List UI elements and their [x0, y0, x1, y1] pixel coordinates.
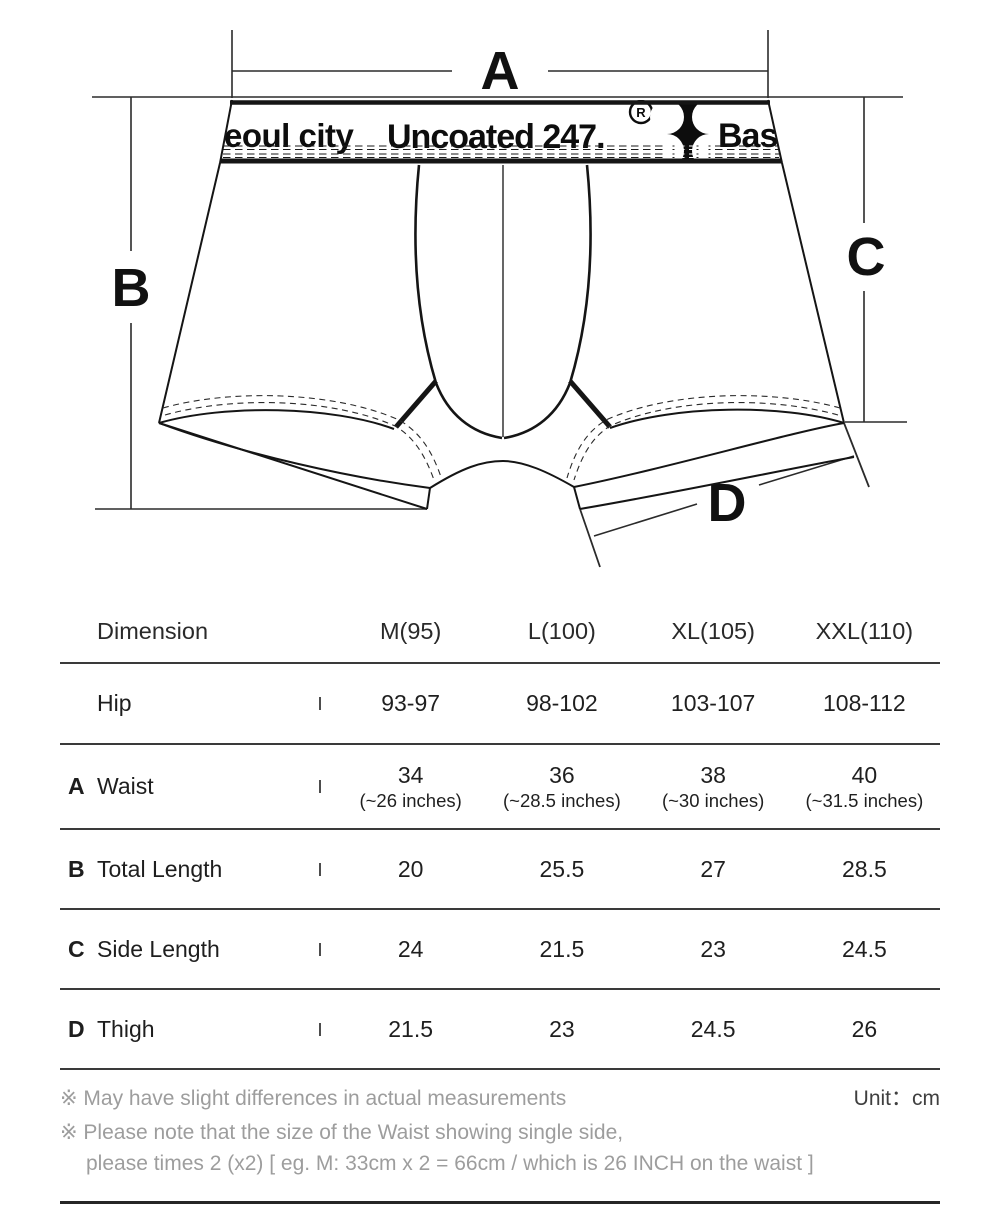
column-header-size-l: L(100) [527, 617, 596, 644]
footnotes: ※ May have slight differences in actual … [60, 1084, 940, 1179]
dim-d-ext-right [843, 422, 870, 488]
separator-tick [319, 1022, 321, 1036]
table-header-row: Dimension M(95) L(100) XL(105) XXL(110) [60, 600, 940, 664]
right-leg-bottom-edge [579, 456, 855, 510]
row-label: Thigh [97, 1015, 155, 1042]
separator-tick [319, 862, 321, 876]
dim-label-a: A [481, 41, 520, 101]
pouch-left-curve [414, 164, 503, 440]
dim-label-b: B [112, 258, 151, 318]
column-header-size-m: M(95) [379, 617, 442, 644]
unit-label: Unit：cm [853, 1087, 940, 1110]
column-header-size-xl: XL(105) [671, 617, 755, 644]
waistband-left-text: eoul city [224, 117, 355, 154]
left-leg-bottom-edge [158, 422, 428, 510]
dim-label-d: D [708, 473, 747, 533]
table-row-waist: A Waist 34 (~26 inches) 36 (~28.5 inches) … [60, 745, 940, 830]
svg-text:R: R [636, 105, 646, 120]
waistband-right-text: Basi [718, 117, 786, 155]
waistband: eoul city Uncoated 247. R Basi [219, 99, 786, 164]
right-hem-top-curve [609, 408, 845, 429]
right-outer-seam [781, 162, 845, 424]
waistband-brand-text: Uncoated 247. [387, 118, 605, 156]
dim-label-c: C [847, 227, 886, 287]
bottom-divider [60, 1201, 940, 1204]
note-measurement-disclaimer: ※ May have slight differences in actual … [60, 1087, 567, 1110]
row-label: Waist [97, 773, 154, 799]
separator-tick [319, 697, 321, 710]
left-hem-opening-curve [158, 422, 431, 489]
size-table: Dimension M(95) L(100) XL(105) XXL(110) … [60, 600, 940, 1070]
right-hem-opening-curve [573, 422, 845, 488]
table-row-thigh: D Thigh 21.5 23 24.5 26 [60, 990, 940, 1070]
left-inseam-seam [394, 379, 438, 429]
pouch-right-curve [503, 164, 592, 440]
note-waist-single-side: ※ Please note that the size of the Waist… [60, 1121, 624, 1144]
crotch-curve [429, 459, 575, 489]
row-label: Total Length [97, 855, 223, 882]
note-waist-example: please times 2 (x2) [ eg. M: 33cm x 2 = … [86, 1152, 814, 1175]
left-outer-seam [158, 162, 221, 424]
left-leg-tip-edge [426, 487, 431, 510]
row-label: Hip [97, 690, 132, 716]
column-header-dimension: Dimension [97, 617, 209, 644]
waistband-side-edges [219, 99, 783, 164]
garment-outline [158, 162, 855, 510]
left-hem-top-curve [158, 409, 395, 430]
separator-tick [319, 780, 321, 793]
boxer-brief-diagram: A B C D eoul city Uncoated 247. R [92, 30, 907, 568]
right-leg-tip-edge [573, 486, 581, 510]
separator-tick [319, 942, 321, 956]
waistband-stitching [223, 145, 779, 159]
row-label: Side Length [97, 935, 220, 962]
table-row-hip: Hip 93-97 98-102 103-107 108-112 [60, 664, 940, 745]
column-header-size-xxl: XXL(110) [815, 617, 914, 644]
table-row-total-length: B Total Length 20 25.5 27 28.5 [60, 830, 940, 910]
right-inseam-seam [568, 379, 612, 429]
hem-stitching [162, 395, 841, 481]
table-row-side-length: C Side Length 24 21.5 23 24.5 [60, 910, 940, 990]
dim-d-ext-left [579, 508, 601, 568]
